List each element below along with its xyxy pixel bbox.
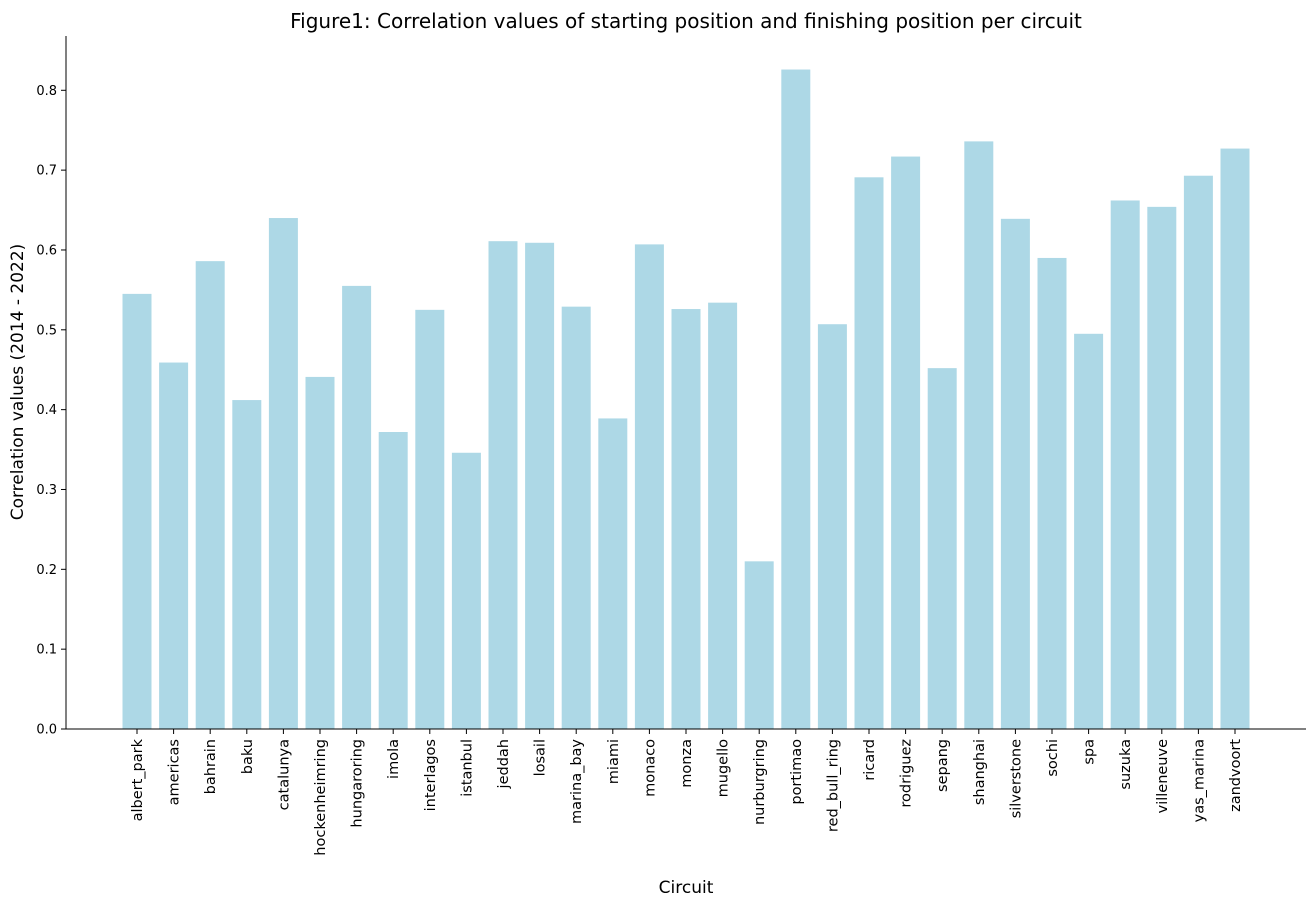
x-tick-label: sochi [1045,739,1061,777]
x-tick-label: bahrain [203,739,219,794]
x-tick-label: marina_bay [569,739,585,824]
y-tick-label: 0.7 [36,164,57,179]
x-tick-label: hungaroring [350,739,366,828]
x-tick-label: miami [606,739,622,784]
bar-nurburgring [744,561,774,729]
bar-shanghai [964,141,994,730]
x-tick-label: yas_marina [1191,739,1207,822]
x-tick-label: albert_park [130,738,146,821]
chart-title: Figure1: Correlation values of starting … [290,9,1082,33]
x-tick-label: villeneuve [1155,739,1171,813]
bar-miami [598,418,628,729]
bar-sepang [927,368,957,729]
bar-interlagos [415,309,445,729]
bar-portimao [781,69,811,730]
y-tick-label: 0.2 [36,563,57,578]
bar-americas [159,362,189,729]
bar-zandvoort [1220,148,1250,730]
bar-yas_marina [1183,175,1213,729]
x-tick-label: suzuka [1118,739,1134,790]
bar-monaco [634,244,664,729]
x-tick-label: catalunya [276,739,292,810]
bar-silverstone [1000,218,1030,730]
x-tick-label: rodriguez [899,739,915,808]
x-tick-label: monaco [642,739,658,797]
y-tick-label: 0.1 [36,643,57,658]
bar-suzuka [1110,200,1140,729]
x-axis: albert_park americas bahrain baku catalunya h… [130,729,1244,856]
bar-catalunya [268,218,298,729]
bar-baku [232,400,262,729]
x-tick-label: losail [533,739,549,776]
x-tick-label: istanbul [459,739,475,797]
bar-rodriguez [891,156,921,729]
bar-marina_bay [561,306,591,729]
x-tick-label: silverstone [1008,739,1024,818]
y-axis-label: Correlation values (2014 - 2022) [8,244,28,521]
x-tick-label: interlagos [423,739,439,811]
x-tick-label: spa [1082,739,1098,765]
x-tick-label: americas [167,739,183,805]
y-axis: 0.0 0.1 0.2 0.3 0.4 0.5 0.6 0.7 0.8 [36,84,66,738]
x-tick-label: monza [679,739,695,788]
bar-imola [378,432,408,729]
x-tick-label: red_bull_ring [825,739,841,832]
bar-albert_park [122,293,152,729]
y-tick-label: 0.4 [36,403,57,418]
y-tick-label: 0.8 [36,84,57,99]
x-tick-label: baku [240,739,256,774]
y-tick-label: 0.0 [36,723,57,738]
bars-group [122,69,1250,730]
bar-hungaroring [342,285,372,729]
bar-bahrain [195,261,225,729]
x-axis-label: Circuit [659,878,714,898]
y-tick-label: 0.3 [36,483,57,498]
bar-villeneuve [1147,206,1177,729]
x-tick-label: jeddah [496,739,512,789]
x-tick-label: nurburgring [752,739,768,825]
x-tick-label: zandvoort [1228,739,1244,812]
x-tick-label: portimao [789,739,805,805]
bar-monza [671,309,701,729]
x-tick-label: sepang [935,739,951,792]
x-tick-label: imola [386,739,402,779]
bar-mugello [708,302,738,729]
x-tick-label: hockenheimring [313,739,329,856]
bar-hockenheimring [305,376,335,729]
bar-istanbul [451,452,481,729]
x-tick-label: mugello [716,739,732,797]
x-tick-label: ricard [862,739,878,781]
bar-sochi [1037,257,1067,729]
y-tick-label: 0.6 [36,243,57,258]
bar-ricard [854,177,884,729]
bar-jeddah [488,241,518,729]
y-tick-label: 0.5 [36,323,57,338]
x-tick-label: shanghai [972,739,988,805]
bar-red_bull_ring [817,324,847,729]
bar-losail [525,242,555,729]
bar-spa [1074,333,1104,729]
